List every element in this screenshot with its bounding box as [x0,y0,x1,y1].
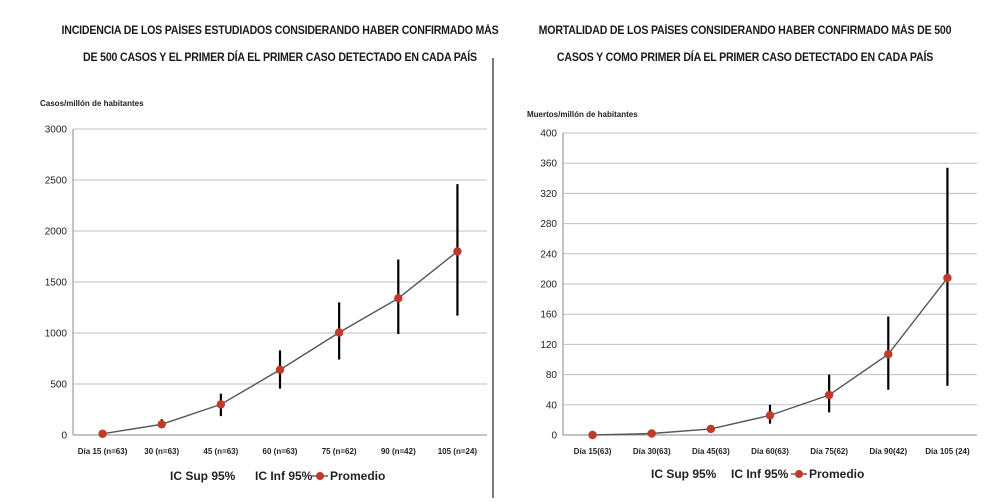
x-tick-label: Día 75(62) [810,447,848,456]
promedio-point [706,424,716,434]
legend-entry-promedio: Promedio [330,469,385,483]
x-tick-label: 60 (n=63) [263,447,298,456]
x-tick-label: 105 (n=24) [438,447,478,456]
promedio-point [394,294,403,303]
promedio-point [98,429,107,438]
x-tick-label: 45 (n=63) [203,447,238,456]
y-tick-label: 200 [540,280,557,291]
panel-divider [492,58,494,498]
chart-title-line-2: CASOS Y COMO PRIMER DÍA EL PRIMER CASO D… [556,52,934,64]
x-tick-label: Día 30(63) [633,447,671,456]
x-tick-label: Día 105 (24) [925,447,970,456]
chart-title: INCIDENCIA DE LOS PAÍSES ESTUDIADOS CONS… [50,18,510,72]
legend-entry-ic-inf: IC Inf 95% [255,469,313,483]
y-tick-label: 320 [540,189,557,200]
y-tick-label: 2500 [45,176,68,187]
y-tick-label: 280 [540,219,557,230]
promedio-point [453,247,462,256]
y-tick-label: 240 [540,249,557,260]
y-tick-label: 80 [546,370,558,381]
x-tick-label: Día 15 (n=63) [78,447,128,456]
promedio-point [275,365,285,374]
y-tick-label: 2000 [45,227,68,238]
promedio-point [884,350,893,359]
legend-entry-ic-sup: IC Sup 95% [170,469,236,483]
promedio-point [216,400,226,409]
x-tick-label: Día 45(63) [692,447,730,456]
legend-entry-ic-inf: IC Inf 95% [731,467,789,481]
promedio-point [157,420,166,429]
chart-title-line-1: MORTALIDAD DE LOS PAÍSES CONSIDERANDO HA… [538,25,952,37]
x-tick-label: 90 (n=42) [381,447,416,456]
legend-marker-swatch [316,472,324,480]
legend-entry-promedio: Promedio [809,467,864,481]
y-tick-label: 1500 [45,278,68,289]
y-tick-label: 160 [540,310,557,321]
legend-entry-ic-sup: IC Sup 95% [651,467,717,481]
x-tick-label: Día 90(42) [869,447,907,456]
y-tick-label: 40 [546,400,558,411]
promedio-point [765,411,775,420]
chart-title: MORTALIDAD DE LOS PAÍSES CONSIDERANDO HA… [524,18,966,72]
incidence-chart: Casos/millón de habitantes 0 500 1000 1500 20… [40,99,487,483]
y-tick-label: 400 [540,129,557,140]
y-tick-label: 0 [551,431,557,442]
y-axis-label: Casos/millón de habitantes [40,99,144,108]
y-tick-label: 1000 [45,329,68,340]
promedio-point [588,430,597,440]
y-tick-label: 0 [61,431,67,442]
promedio-point [943,273,952,283]
promedio-point [334,328,344,337]
x-tick-label: 75 (n=62) [322,447,357,456]
y-tick-label: 120 [540,340,557,351]
x-tick-label: Día 60(63) [751,447,789,456]
promedio-point [824,390,834,400]
y-tick-label: 500 [50,380,67,391]
x-tick-label: Día 15(63) [574,447,612,456]
legend-marker-swatch [795,470,803,478]
y-tick-label: 360 [540,159,557,170]
y-tick-label: 3000 [45,125,68,136]
promedio-point [647,429,656,438]
chart-title-line-1: INCIDENCIA DE LOS PAÍSES ESTUDIADOS CONS… [61,25,499,37]
x-tick-label: 30 (n=63) [144,447,179,456]
y-axis-label: Muertos/millón de habitantes [527,110,638,119]
chart-title-line-2: DE 500 CASOS Y EL PRIMER DÍA EL PRIMER C… [83,52,477,64]
